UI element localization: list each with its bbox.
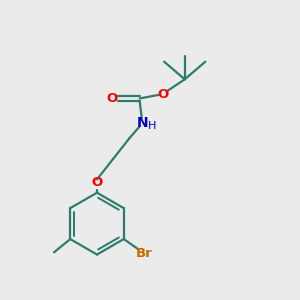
- Text: N: N: [137, 116, 148, 130]
- Text: O: O: [157, 88, 168, 100]
- Text: O: O: [92, 176, 103, 189]
- Text: Br: Br: [136, 247, 153, 260]
- Text: H: H: [148, 122, 156, 131]
- Text: O: O: [107, 92, 118, 105]
